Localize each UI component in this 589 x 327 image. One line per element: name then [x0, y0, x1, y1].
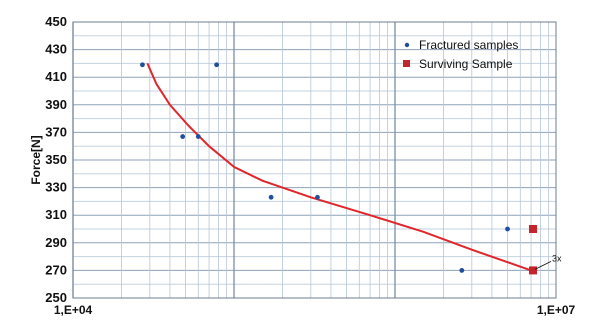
data-point-fractured — [180, 134, 186, 139]
data-point-surviving — [529, 225, 538, 233]
data-point-fractured — [195, 134, 201, 139]
y-tick-label: 290 — [45, 235, 67, 250]
y-tick-label: 250 — [45, 290, 67, 305]
data-point-fractured — [505, 226, 510, 232]
legend-marker-surviving — [403, 60, 410, 67]
y-tick-label: 410 — [45, 69, 67, 84]
plot-area-border — [72, 21, 557, 299]
annotations: 3x — [534, 253, 562, 270]
legend: Fractured samples Surviving Sample — [403, 38, 518, 71]
data-point-fractured — [459, 268, 465, 273]
y-tick-label: 270 — [45, 262, 67, 277]
y-tick-label: 350 — [45, 152, 67, 167]
grid — [72, 21, 556, 299]
y-axis-ticks: 250 270 290 310 330 350 370 390 410 430 450 — [45, 14, 67, 305]
y-tick-label: 450 — [45, 14, 67, 29]
annotation-leader — [534, 261, 552, 270]
y-tick-label: 310 — [45, 207, 67, 222]
y-tick-label: 370 — [45, 124, 67, 139]
data-point-fractured — [140, 62, 145, 68]
x-axis-ticks: 1,E+04 1,E+07 — [54, 303, 576, 317]
y-tick-label: 430 — [45, 42, 67, 57]
trend-line — [146, 62, 532, 272]
x-tick-label: 1,E+04 — [54, 303, 93, 317]
legend-label: Fractured samples — [419, 38, 518, 52]
y-tick-label: 330 — [45, 180, 67, 195]
annotation-label: 3x — [552, 253, 562, 263]
legend-marker-fractured — [404, 42, 410, 48]
data-point-surviving — [529, 266, 538, 275]
x-tick-label: 1,E+07 — [537, 303, 576, 317]
y-axis-label: Force[N] — [29, 135, 43, 184]
data-point-fractured — [214, 62, 220, 68]
y-tick-label: 390 — [45, 97, 67, 112]
data-point-fractured — [268, 194, 274, 200]
data-points — [140, 62, 538, 275]
legend-label: Surviving Sample — [419, 57, 513, 71]
data-point-fractured — [315, 194, 320, 200]
